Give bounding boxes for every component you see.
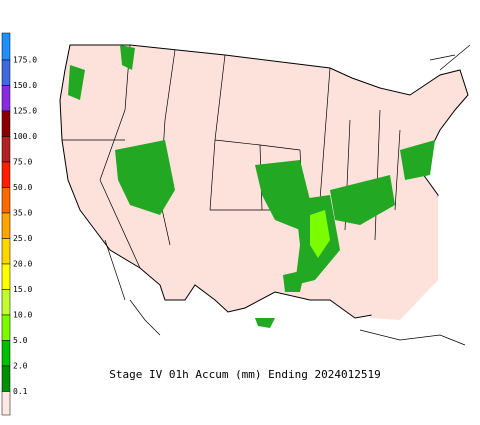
legend-swatch <box>1 263 11 290</box>
legend-label: 25.0 <box>13 234 32 243</box>
legend-swatch <box>1 289 11 316</box>
legend-label: 15.0 <box>13 285 32 294</box>
precip-area-heavy <box>310 210 330 258</box>
legend-label: 125.0 <box>13 107 37 116</box>
legend-swatch <box>1 238 11 265</box>
legend-swatch <box>1 85 11 112</box>
legend-swatch <box>1 340 11 367</box>
legend-label: 175.0 <box>13 56 37 65</box>
legend-swatch <box>1 161 11 188</box>
legend-label: 0.1 <box>13 387 28 396</box>
legend-label: 20.0 <box>13 260 32 269</box>
legend-swatch <box>1 136 11 163</box>
legend-swatch <box>1 32 11 61</box>
legend-label: 50.0 <box>13 183 32 192</box>
legend-swatch <box>1 391 11 416</box>
legend-swatch <box>1 314 11 341</box>
legend-swatch <box>1 212 11 239</box>
coverage-area <box>370 195 438 320</box>
legend-label: 2.0 <box>13 362 28 371</box>
map-caption: Stage IV 01h Accum (mm) Ending 202401251… <box>109 368 381 381</box>
legend-label: 10.0 <box>13 311 32 320</box>
legend-label: 5.0 <box>13 336 28 345</box>
legend-label: 35.0 <box>13 209 32 218</box>
legend-swatch <box>1 365 11 392</box>
legend-swatch <box>1 110 11 137</box>
legend-label: 75.0 <box>13 158 32 167</box>
legend-swatch <box>1 187 11 214</box>
legend-swatch <box>1 59 11 86</box>
legend-label: 100.0 <box>13 132 37 141</box>
legend-label: 150.0 <box>13 81 37 90</box>
legend: 175.0 150.0 125.0 100.0 75.0 50.0 35.0 25.0 20.0… <box>1 32 37 416</box>
map <box>59 44 471 346</box>
